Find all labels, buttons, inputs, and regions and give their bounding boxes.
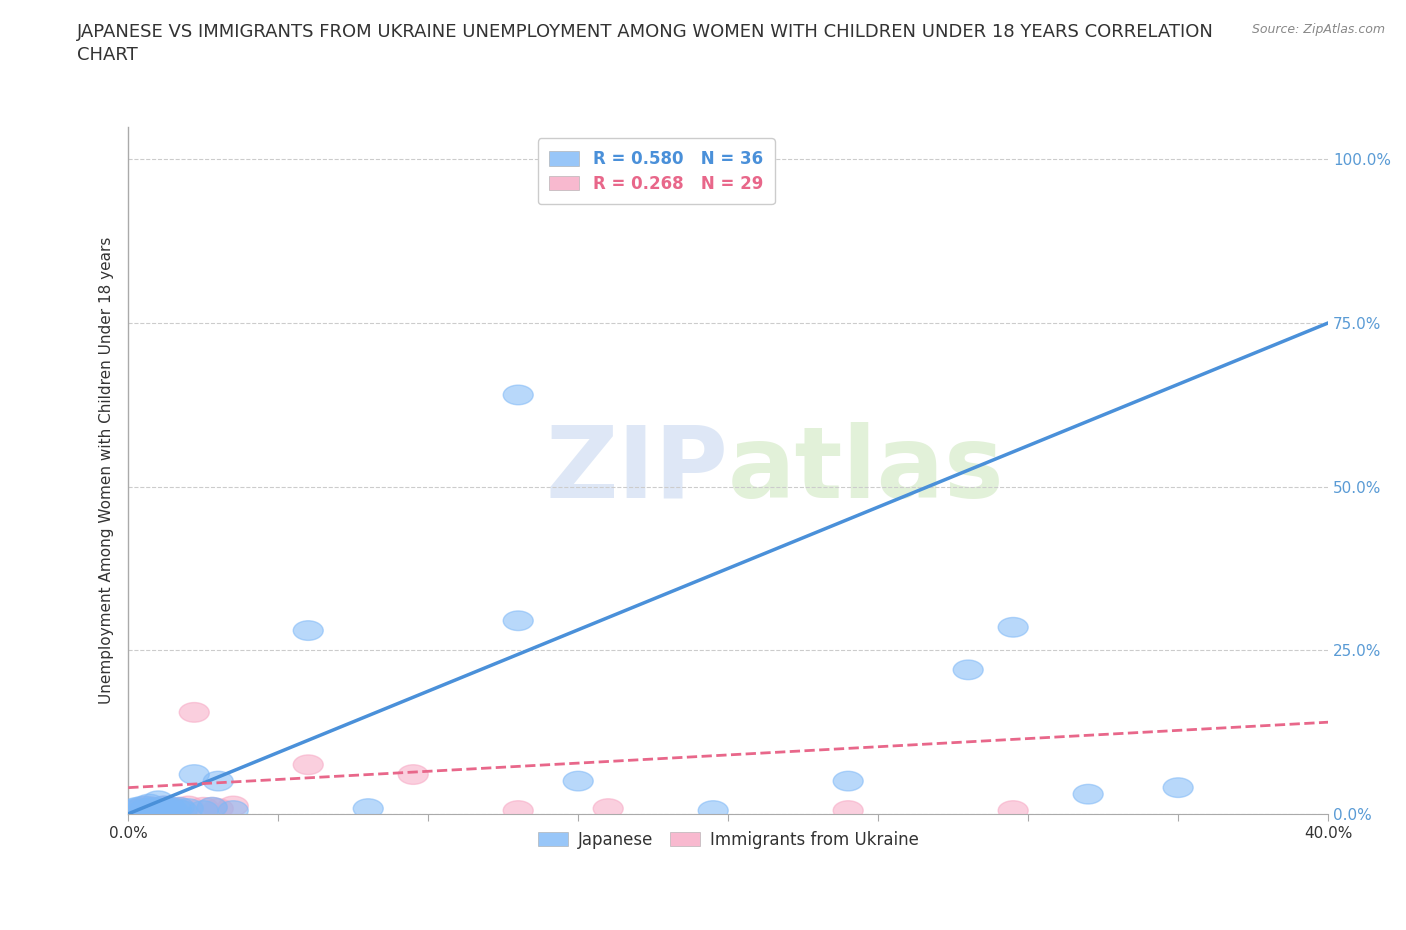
Ellipse shape [159,802,188,822]
Ellipse shape [204,771,233,790]
Ellipse shape [179,702,209,723]
Ellipse shape [1163,777,1194,797]
Ellipse shape [149,796,179,816]
Ellipse shape [134,800,165,819]
Ellipse shape [146,799,176,818]
Ellipse shape [173,799,204,818]
Ellipse shape [143,790,173,811]
Ellipse shape [564,771,593,790]
Ellipse shape [120,799,149,818]
Ellipse shape [159,801,188,820]
Ellipse shape [204,799,233,818]
Ellipse shape [125,799,155,818]
Ellipse shape [998,801,1028,820]
Ellipse shape [125,802,155,822]
Ellipse shape [953,660,983,680]
Ellipse shape [152,800,183,819]
Ellipse shape [141,797,170,817]
Text: JAPANESE VS IMMIGRANTS FROM UKRAINE UNEMPLOYMENT AMONG WOMEN WITH CHILDREN UNDER: JAPANESE VS IMMIGRANTS FROM UKRAINE UNEM… [77,23,1215,41]
Ellipse shape [155,797,186,817]
Ellipse shape [138,799,167,818]
Ellipse shape [165,797,194,817]
Ellipse shape [503,611,533,631]
Ellipse shape [143,801,173,820]
Ellipse shape [141,801,170,820]
Y-axis label: Unemployment Among Women with Children Under 18 years: Unemployment Among Women with Children U… [100,236,114,704]
Ellipse shape [131,796,162,816]
Ellipse shape [117,802,146,822]
Ellipse shape [294,620,323,641]
Ellipse shape [146,799,176,818]
Ellipse shape [173,796,204,816]
Ellipse shape [998,618,1028,637]
Ellipse shape [834,771,863,790]
Ellipse shape [834,801,863,820]
Text: Source: ZipAtlas.com: Source: ZipAtlas.com [1251,23,1385,36]
Text: ZIP: ZIP [546,421,728,519]
Ellipse shape [134,794,165,814]
Ellipse shape [503,385,533,405]
Ellipse shape [197,797,228,817]
Ellipse shape [188,797,218,817]
Ellipse shape [218,796,249,816]
Ellipse shape [155,797,186,817]
Text: atlas: atlas [728,421,1005,519]
Ellipse shape [128,796,159,816]
Ellipse shape [398,764,429,784]
Ellipse shape [593,799,623,818]
Ellipse shape [122,797,152,817]
Ellipse shape [167,801,197,820]
Ellipse shape [699,801,728,820]
Legend: Japanese, Immigrants from Ukraine: Japanese, Immigrants from Ukraine [530,822,927,857]
Ellipse shape [162,799,191,818]
Ellipse shape [179,764,209,784]
Ellipse shape [128,797,159,817]
Ellipse shape [162,799,191,818]
Ellipse shape [165,797,194,817]
Ellipse shape [131,799,162,818]
Text: CHART: CHART [77,46,138,64]
Ellipse shape [149,796,179,816]
Ellipse shape [197,797,228,817]
Ellipse shape [152,800,183,819]
Ellipse shape [167,801,197,820]
Ellipse shape [188,801,218,820]
Ellipse shape [218,801,249,820]
Ellipse shape [138,797,167,817]
Ellipse shape [120,801,149,820]
Ellipse shape [353,799,384,818]
Ellipse shape [503,801,533,820]
Ellipse shape [294,755,323,775]
Ellipse shape [117,801,146,820]
Ellipse shape [1073,784,1104,804]
